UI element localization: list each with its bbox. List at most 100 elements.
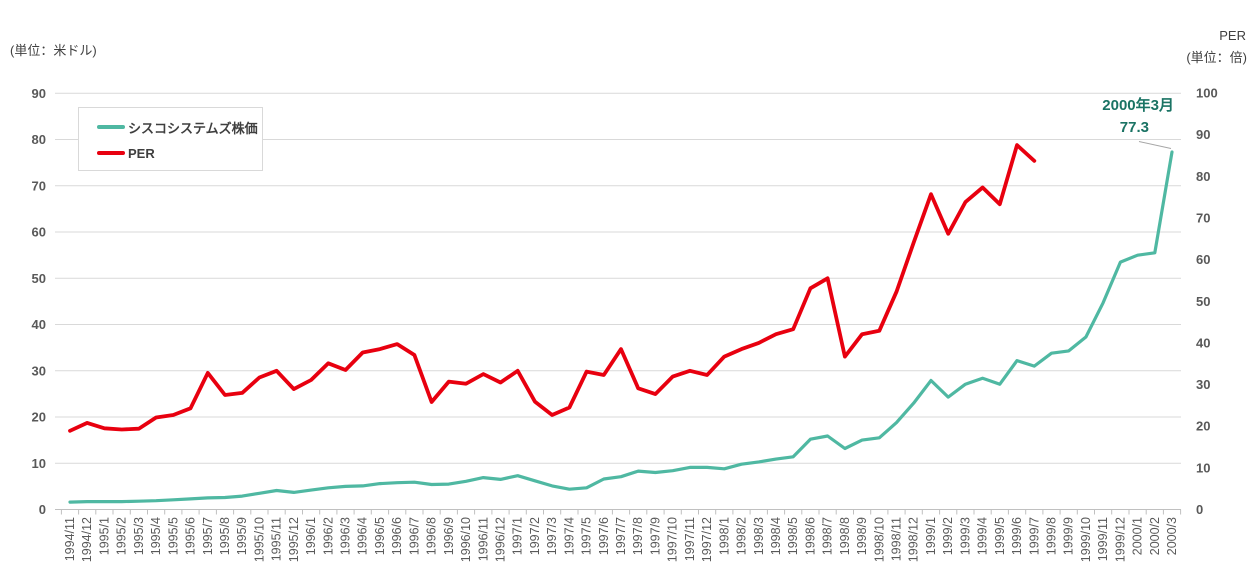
x-tick-label: 2000/2	[1148, 517, 1162, 555]
x-tick-label: 1994/11	[63, 517, 77, 561]
legend-item-stock: シスコシステムズ株価	[97, 118, 262, 137]
left-axis-unit-label: (単位：米ドル)	[10, 43, 97, 58]
x-tick-label: 1995/4	[149, 517, 163, 555]
left-y-tick-label: 50	[32, 271, 46, 286]
left-y-tick-label: 40	[32, 317, 46, 332]
right-y-tick-label: 50	[1196, 294, 1210, 309]
x-tick-label: 1995/5	[166, 517, 180, 555]
x-tick-label: 1996/5	[373, 517, 387, 555]
x-tick-label: 1997/4	[562, 517, 576, 555]
x-tick-label: 1996/6	[390, 517, 404, 555]
right-y-tick-label: 60	[1196, 252, 1210, 267]
x-tick-label: 1999/11	[1096, 517, 1110, 561]
right-y-tick-label: 90	[1196, 127, 1210, 142]
x-tick-label: 1997/2	[528, 517, 542, 555]
x-tick-label: 1997/3	[545, 517, 559, 555]
x-tick-label: 1996/7	[407, 517, 421, 555]
stock-line-swatch-icon	[97, 125, 125, 129]
per-line-swatch-icon	[97, 151, 125, 155]
right-axis-unit-label: (単位：倍)	[1186, 50, 1247, 65]
x-tick-label: 1998/8	[838, 517, 852, 555]
x-tick-label: 1996/1	[304, 517, 318, 555]
x-tick-label: 1999/12	[1113, 517, 1127, 562]
annotation-date: 2000年3月	[1102, 97, 1174, 114]
right-axis-title: PER	[1219, 28, 1246, 43]
right-y-tick-label: 30	[1196, 377, 1210, 392]
legend-item-per: PER	[97, 146, 262, 161]
left-y-tick-label: 60	[32, 225, 46, 240]
x-tick-label: 1997/6	[597, 517, 611, 555]
x-tick-label: 1998/7	[821, 517, 835, 555]
x-tick-label: 1998/5	[786, 517, 800, 555]
x-tick-label: 1998/10	[872, 517, 886, 562]
left-y-tick-label: 0	[39, 502, 46, 517]
x-tick-label: 1998/4	[769, 517, 783, 555]
left-y-tick-label: 20	[32, 410, 46, 425]
x-tick-label: 1995/7	[201, 517, 215, 555]
x-tick-label: 1999/8	[1045, 517, 1059, 555]
right-y-tick-label: 70	[1196, 210, 1210, 225]
x-tick-label: 1997/5	[580, 517, 594, 555]
right-y-tick-label: 80	[1196, 169, 1210, 184]
x-tick-label: 1996/12	[494, 517, 508, 562]
x-tick-label: 1998/12	[907, 517, 921, 562]
x-tick-label: 1999/4	[976, 517, 990, 555]
x-tick-label: 1996/8	[425, 517, 439, 555]
left-y-tick-label: 30	[32, 363, 46, 378]
x-tick-label: 1999/6	[1010, 517, 1024, 555]
x-tick-label: 2000/3	[1165, 517, 1179, 555]
x-tick-label: 1997/9	[648, 517, 662, 555]
annotation-leader-line	[1138, 141, 1172, 149]
x-tick-label: 1999/9	[1062, 517, 1076, 555]
x-tick-label: 1996/4	[356, 517, 370, 555]
x-tick-label: 1994/12	[80, 517, 94, 562]
x-tick-label: 1997/10	[666, 517, 680, 562]
x-tick-label: 1999/1	[924, 517, 938, 555]
left-y-tick-label: 80	[32, 132, 46, 147]
x-tick-label: 1999/3	[958, 517, 972, 555]
x-tick-label: 1995/6	[184, 517, 198, 555]
right-y-tick-label: 20	[1196, 419, 1210, 434]
left-y-tick-label: 90	[32, 86, 46, 101]
x-tick-label: 1999/10	[1079, 517, 1093, 562]
legend: シスコシステムズ株価 PER	[78, 107, 263, 171]
x-tick-label: 1998/11	[890, 517, 904, 561]
per-line	[68, 143, 1037, 433]
x-tick-label: 2000/1	[1131, 517, 1145, 555]
x-tick-label: 1995/10	[252, 517, 266, 562]
annotation-value: 77.3	[1119, 119, 1149, 136]
x-tick-label: 1999/2	[941, 517, 955, 555]
x-tick-label: 1998/1	[717, 517, 731, 555]
x-tick-label: 1996/10	[459, 517, 473, 562]
right-y-tick-label: 10	[1196, 460, 1210, 475]
x-tick-label: 1996/3	[339, 517, 353, 555]
x-tick-label: 1997/8	[631, 517, 645, 555]
x-tick-label: 1997/12	[700, 517, 714, 562]
right-y-tick-label: 40	[1196, 335, 1210, 350]
legend-label-stock: シスコシステムズ株価	[128, 120, 258, 136]
x-tick-label: 1995/1	[97, 517, 111, 555]
x-tick-label: 1998/6	[803, 517, 817, 555]
right-y-tick-label: 0	[1196, 502, 1203, 517]
x-tick-label: 1996/2	[321, 517, 335, 555]
x-tick-label: 1997/11	[683, 517, 697, 561]
legend-label-per: PER	[128, 145, 155, 161]
x-tick-label: 1996/11	[476, 517, 490, 561]
x-tick-label: 1998/3	[752, 517, 766, 555]
x-tick-label: 1996/9	[442, 517, 456, 555]
x-tick-label: 1995/12	[287, 517, 301, 562]
x-tick-label: 1999/7	[1027, 517, 1041, 555]
left-y-tick-label: 10	[32, 456, 46, 471]
stock-price-line	[68, 150, 1174, 504]
x-tick-label: 1999/5	[993, 517, 1007, 555]
x-tick-label: 1995/8	[218, 517, 232, 555]
x-tick-label: 1995/11	[270, 517, 284, 561]
x-tick-label: 1995/2	[115, 517, 129, 555]
x-tick-label: 1995/9	[235, 517, 249, 555]
left-y-tick-label: 70	[32, 178, 46, 193]
x-tick-label: 1998/9	[855, 517, 869, 555]
x-tick-label: 1998/2	[735, 517, 749, 555]
x-tick-label: 1997/1	[511, 517, 525, 555]
x-tick-label: 1997/7	[614, 517, 628, 555]
